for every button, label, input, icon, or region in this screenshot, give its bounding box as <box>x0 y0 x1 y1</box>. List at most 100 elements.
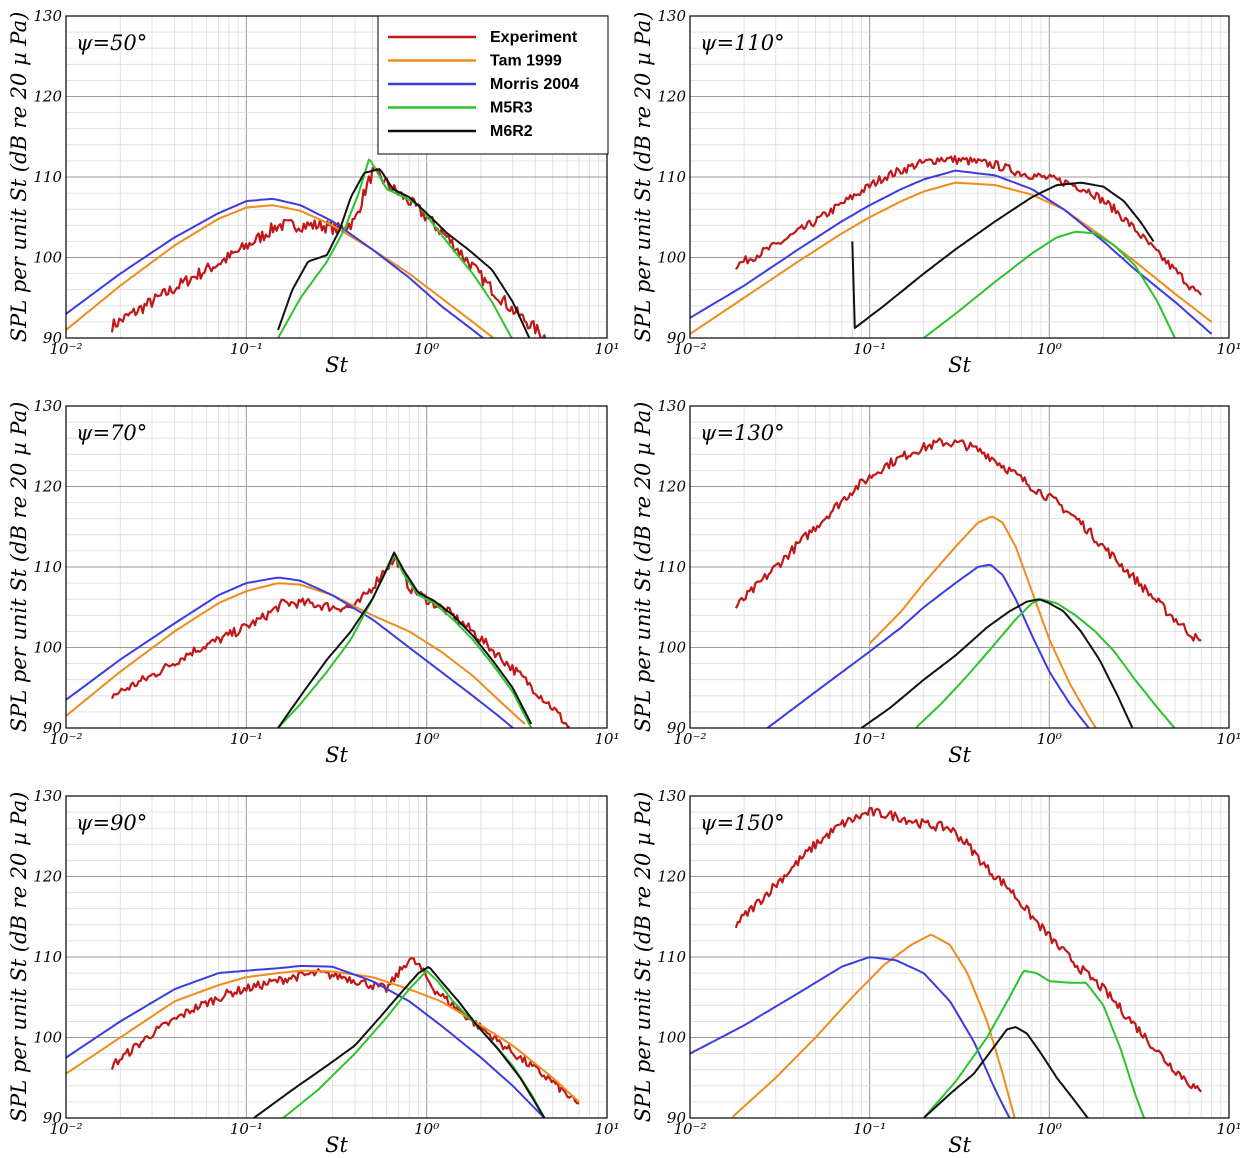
x-tick-label: 10¹ <box>1216 1120 1241 1138</box>
series-line-experiment <box>110 957 580 1105</box>
panel-3: 90 100 110 120 130 10⁻² 10⁻¹ 10⁰ 10¹ St SPL per un… <box>7 397 620 767</box>
series-line-experiment <box>735 155 1203 296</box>
x-tick-label: 10⁰ <box>1037 1120 1062 1138</box>
angle-label: ψ=150° <box>700 811 785 835</box>
y-tick-label: 130 <box>657 397 686 415</box>
series-line-experiment <box>110 167 547 338</box>
series-group <box>66 551 570 728</box>
series-line-morris-2004 <box>690 956 1011 1118</box>
series-line-m5r3 <box>915 598 1176 728</box>
x-tick-label: 10⁻¹ <box>853 730 886 748</box>
series-line-experiment <box>734 437 1202 642</box>
series-line-tam-1999 <box>690 181 1213 335</box>
series-line-m6r2 <box>253 966 546 1118</box>
series-line-m6r2 <box>277 168 531 338</box>
series-line-m6r2 <box>860 598 1134 728</box>
y-tick-label: 130 <box>33 397 62 415</box>
plot-frame <box>65 405 608 729</box>
y-tick-label: 110 <box>657 948 686 966</box>
series-line-tam-1999 <box>731 933 1016 1118</box>
series-line-m5r3 <box>923 230 1176 338</box>
series-line-tam-1999 <box>66 582 526 725</box>
y-tick-label: 90 <box>43 329 63 347</box>
x-tick-label: 10¹ <box>594 1120 619 1138</box>
series-line-experiment <box>110 555 570 728</box>
series-group <box>690 155 1213 338</box>
x-tick-label: 10⁻² <box>673 730 706 748</box>
y-tick-label: 110 <box>33 948 62 966</box>
y-axis-label: SPL per unit St (dB re 20 µ Pa) <box>7 12 31 343</box>
y-tick-label: 100 <box>33 1029 62 1047</box>
angle-label: ψ=50° <box>76 31 147 55</box>
x-tick-label: 10⁰ <box>1037 730 1062 748</box>
x-axis-label: St <box>325 353 348 377</box>
x-tick-label: 10⁰ <box>414 1120 439 1138</box>
series-line-morris-2004 <box>66 197 485 338</box>
legend: Experiment Tam 1999 Morris 2004 M5R3 M6R2 <box>377 15 609 155</box>
grid <box>689 405 1230 729</box>
series-line-morris-2004 <box>66 964 546 1118</box>
y-axis-label: SPL per unit St (dB re 20 µ Pa) <box>7 402 31 733</box>
x-tick-label: 10⁻² <box>49 340 82 358</box>
y-tick-label: 90 <box>667 1109 687 1127</box>
x-tick-label: 10⁻² <box>673 340 706 358</box>
plot-frame <box>65 15 608 339</box>
y-tick-label: 110 <box>657 558 686 576</box>
x-tick-label: 10⁻² <box>49 730 82 748</box>
y-tick-label: 110 <box>33 168 62 186</box>
y-tick-label: 90 <box>43 1109 63 1127</box>
y-tick-label: 100 <box>33 249 62 267</box>
x-tick-label: 10¹ <box>594 730 619 748</box>
plot-frame <box>65 795 608 1119</box>
y-tick-label: 90 <box>43 719 63 737</box>
x-axis-label: St <box>325 1133 348 1157</box>
series-line-m5r3 <box>282 969 546 1118</box>
legend-label: M5R3 <box>490 100 533 117</box>
panel-6: 90 100 110 120 130 10⁻² 10⁻¹ 10⁰ 10¹ St SPL per un… <box>631 787 1242 1157</box>
y-axis-label: SPL per unit St (dB re 20 µ Pa) <box>631 402 655 733</box>
x-tick-label: 10⁻¹ <box>853 1120 886 1138</box>
x-tick-label: 10⁻¹ <box>230 1120 263 1138</box>
plot-frame <box>689 405 1230 729</box>
y-tick-label: 130 <box>657 787 686 805</box>
y-tick-label: 120 <box>657 868 686 886</box>
x-tick-label: 10¹ <box>1216 730 1241 748</box>
grid <box>65 795 608 1119</box>
series-line-tam-1999 <box>66 204 495 338</box>
y-axis-label: SPL per unit St (dB re 20 µ Pa) <box>631 12 655 343</box>
series-line-m6r2 <box>851 181 1155 329</box>
y-tick-label: 100 <box>657 249 686 267</box>
grid <box>689 795 1230 1119</box>
y-tick-label: 90 <box>667 329 687 347</box>
series-line-m5r3 <box>277 158 513 338</box>
y-tick-label: 130 <box>33 7 62 25</box>
plot-frame <box>689 15 1230 339</box>
x-axis-label: St <box>325 743 348 767</box>
legend-label: Morris 2004 <box>490 76 579 93</box>
series-line-m5r3 <box>923 969 1146 1118</box>
plot-frame <box>689 795 1230 1119</box>
angle-label: ψ=90° <box>76 811 147 835</box>
x-tick-label: 10⁻¹ <box>230 340 263 358</box>
y-tick-label: 130 <box>657 7 686 25</box>
x-tick-label: 10⁰ <box>414 340 439 358</box>
series-group <box>66 957 580 1118</box>
series-line-m5r3 <box>277 554 533 728</box>
y-tick-label: 100 <box>657 639 686 657</box>
x-axis-label: St <box>948 1133 971 1157</box>
y-axis-label: SPL per unit St (dB re 20 µ Pa) <box>631 792 655 1123</box>
legend-label: Tam 1999 <box>490 53 562 70</box>
y-tick-label: 100 <box>33 639 62 657</box>
x-tick-label: 10⁻² <box>673 1120 706 1138</box>
x-tick-label: 10⁻¹ <box>853 340 886 358</box>
series-group <box>66 158 547 338</box>
panel-2: 90 100 110 120 130 10⁻² 10⁻¹ 10⁰ 10¹ St SPL per un… <box>631 7 1242 377</box>
panel-4: 90 100 110 120 130 10⁻² 10⁻¹ 10⁰ 10¹ St SPL per un… <box>631 397 1242 767</box>
y-axis-label: SPL per unit St (dB re 20 µ Pa) <box>7 792 31 1123</box>
y-tick-label: 100 <box>657 1029 686 1047</box>
legend-label: Experiment <box>490 29 578 46</box>
y-tick-label: 110 <box>657 168 686 186</box>
series-line-experiment <box>734 806 1202 1093</box>
y-tick-label: 130 <box>33 787 62 805</box>
x-axis-label: St <box>948 353 971 377</box>
